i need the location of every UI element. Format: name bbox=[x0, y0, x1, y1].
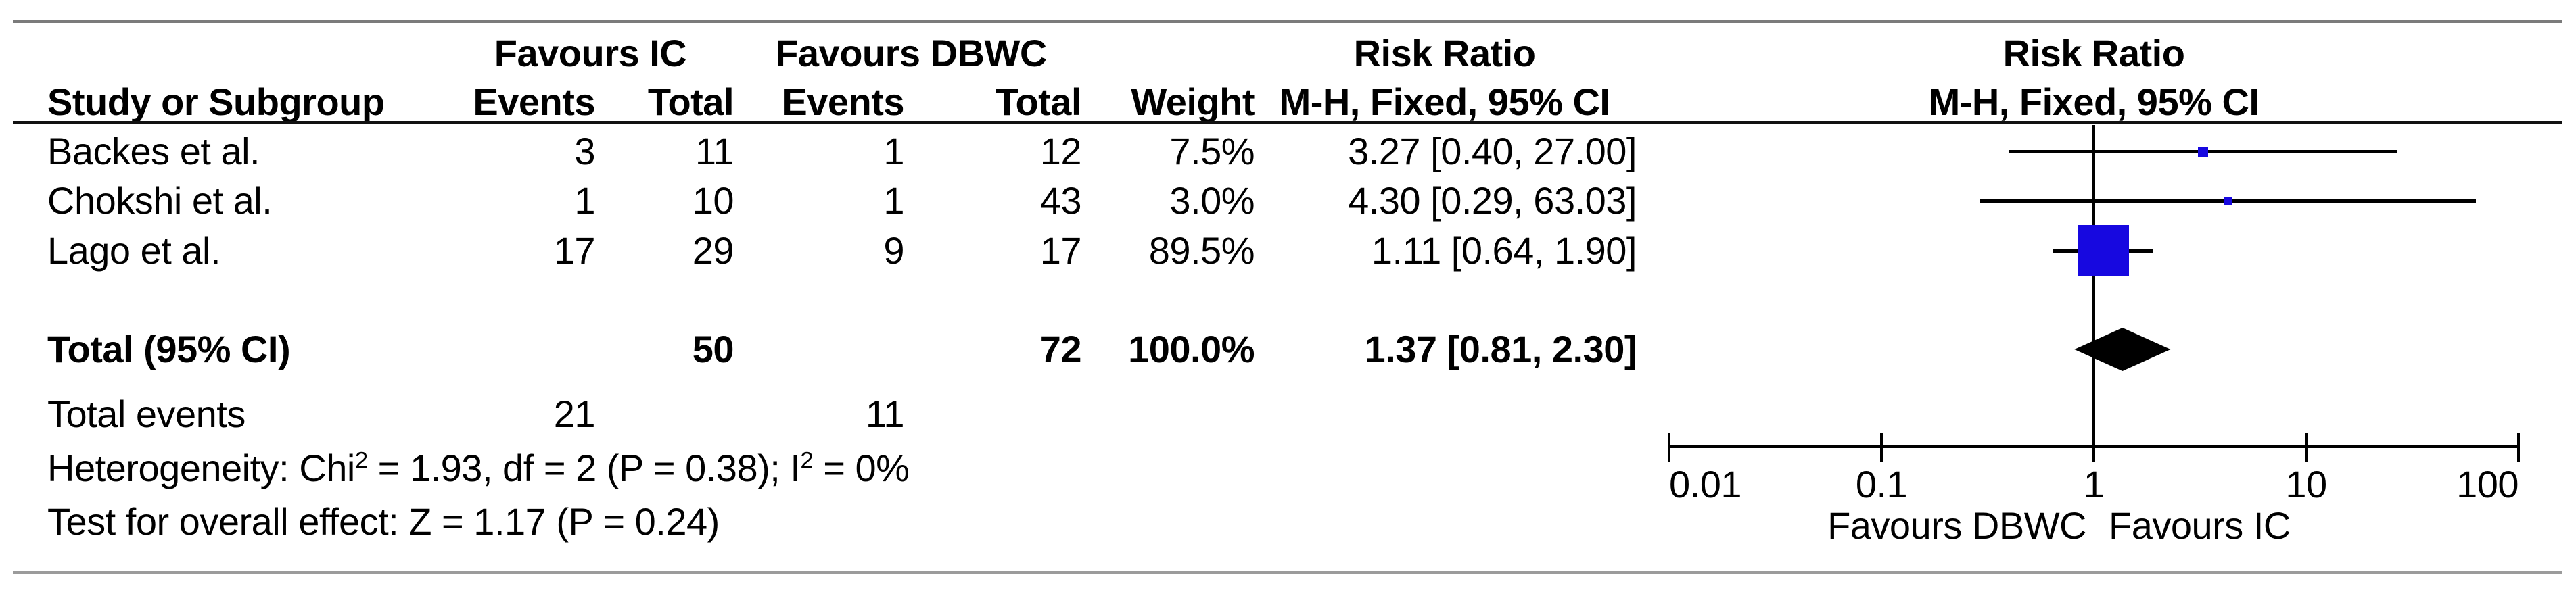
risk-ratio-title-text-col: Risk Ratio bbox=[1353, 32, 1536, 74]
total-dbwc-value: 43 bbox=[1039, 179, 1082, 222]
axis-label-left: Favours DBWC bbox=[1827, 504, 2086, 547]
col-header-events-ic: Events bbox=[473, 80, 595, 123]
risk-ratio-title-plot-col: Risk Ratio bbox=[2003, 32, 2185, 74]
study-name: Lago et al. bbox=[47, 229, 221, 272]
col-header-events-dbwc: Events bbox=[782, 80, 904, 123]
axis-tick bbox=[1668, 433, 1670, 462]
axis-tick-label: 0.01 bbox=[1669, 463, 1742, 505]
events-dbwc-value: 1 bbox=[883, 179, 904, 222]
study-marker bbox=[2198, 146, 2209, 157]
total-events-label: Total events bbox=[47, 393, 245, 435]
total-diamond bbox=[2074, 328, 2171, 371]
total-dbwc-sum: 72 bbox=[1039, 328, 1082, 370]
study-name: Backes et al. bbox=[47, 130, 260, 172]
axis-tick-label: 1 bbox=[2083, 463, 2105, 505]
total-ic-value: 29 bbox=[692, 229, 734, 272]
col-header-mh-plot-col: M-H, Fixed, 95% CI bbox=[1928, 80, 2259, 123]
total-events-ic: 21 bbox=[553, 393, 596, 435]
events-ic-value: 3 bbox=[574, 130, 595, 172]
col-header-study: Study or Subgroup bbox=[47, 80, 385, 123]
total-risk-ratio: 1.37 [0.81, 2.30] bbox=[1364, 328, 1637, 370]
axis-tick bbox=[2092, 433, 2095, 462]
total-ic-value: 11 bbox=[695, 130, 734, 172]
bottom-rule bbox=[13, 571, 2562, 574]
weight-value: 3.0% bbox=[1169, 179, 1255, 222]
col-header-mh-text-col: M-H, Fixed, 95% CI bbox=[1279, 80, 1610, 123]
events-ic-value: 17 bbox=[553, 229, 596, 272]
col-header-total-ic: Total bbox=[647, 80, 734, 123]
axis-tick bbox=[1880, 433, 1883, 462]
total-events-dbwc: 11 bbox=[865, 393, 905, 435]
heterogeneity-stats: Heterogeneity: Chi2 = 1.93, df = 2 (P = … bbox=[47, 447, 910, 489]
top-rule bbox=[13, 20, 2562, 23]
weight-value: 89.5% bbox=[1148, 229, 1255, 272]
total-row-label: Total (95% CI) bbox=[47, 328, 291, 370]
axis-tick bbox=[2517, 433, 2520, 462]
risk-ratio-value: 1.11 [0.64, 1.90] bbox=[1371, 229, 1637, 272]
events-dbwc-value: 1 bbox=[883, 130, 904, 172]
events-dbwc-value: 9 bbox=[883, 229, 904, 272]
col-header-total-dbwc: Total bbox=[995, 80, 1082, 123]
total-ic-value: 10 bbox=[692, 179, 734, 222]
axis-tick-label: 10 bbox=[2285, 463, 2327, 505]
risk-ratio-value: 3.27 [0.40, 27.00] bbox=[1348, 130, 1637, 172]
total-dbwc-value: 12 bbox=[1039, 130, 1082, 172]
weight-value: 7.5% bbox=[1169, 130, 1255, 172]
column-group-favours-dbwc: Favours DBWC bbox=[775, 32, 1047, 74]
axis-tick bbox=[2305, 433, 2308, 462]
total-ic-sum: 50 bbox=[692, 328, 734, 370]
overall-effect-stats: Test for overall effect: Z = 1.17 (P = 0… bbox=[47, 500, 720, 543]
total-weight: 100.0% bbox=[1128, 328, 1255, 370]
risk-ratio-value: 4.30 [0.29, 63.03] bbox=[1348, 179, 1637, 222]
header-underline bbox=[13, 121, 2562, 124]
events-ic-value: 1 bbox=[574, 179, 595, 222]
study-marker bbox=[2078, 225, 2130, 276]
total-dbwc-value: 17 bbox=[1039, 229, 1082, 272]
null-line bbox=[2092, 125, 2095, 446]
study-marker bbox=[2224, 197, 2232, 205]
column-group-favours-ic: Favours IC bbox=[494, 32, 687, 74]
col-header-weight: Weight bbox=[1131, 80, 1255, 123]
axis-tick-label: 0.1 bbox=[1855, 463, 1908, 505]
axis-tick-label: 100 bbox=[2456, 463, 2519, 505]
study-name: Chokshi et al. bbox=[47, 179, 273, 222]
axis-label-right: Favours IC bbox=[2109, 504, 2291, 547]
